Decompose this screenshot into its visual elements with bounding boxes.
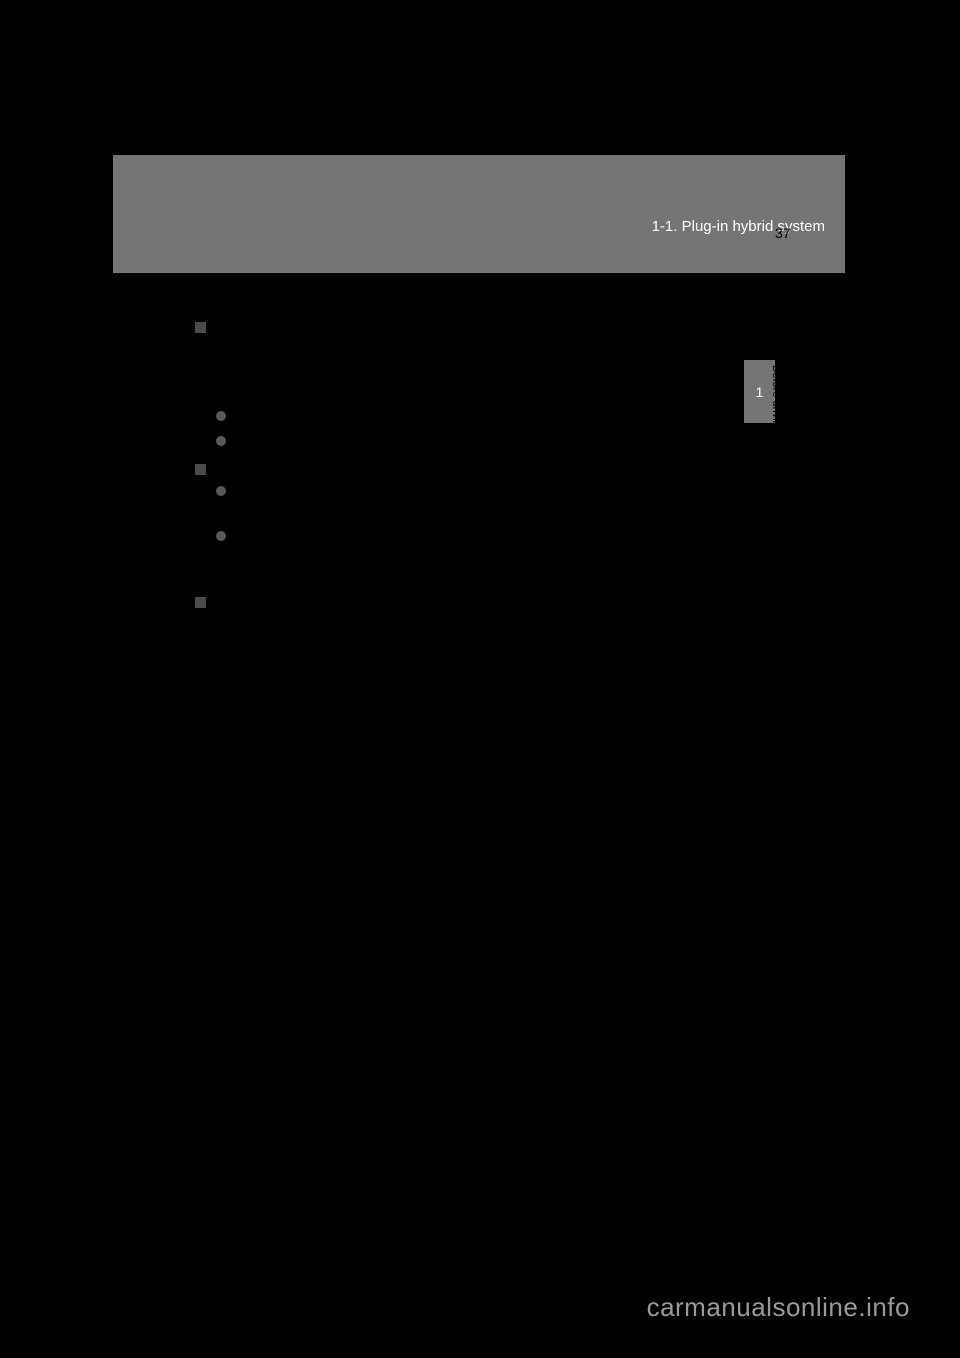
side-tab-label: Before driving (770, 365, 782, 433)
section-title: When in EV mode (216, 462, 329, 478)
square-bullet-icon (195, 597, 206, 608)
body-text: Fuel may remain in the tank for a long a… (216, 615, 750, 693)
bullet-text: When the heater is switched on etc. and … (236, 407, 706, 427)
square-bullet-icon (195, 464, 206, 475)
bullet-text: If the shift lever is in any position ot… (236, 482, 750, 521)
section-ev-mode: When in EV mode If the shift lever is in… (195, 462, 750, 586)
section-body: Fuel may remain in the tank for a long a… (216, 615, 750, 693)
body-text: When driving in EV mode, the gasoline en… (216, 340, 750, 399)
divider-line (195, 304, 745, 305)
section-title: Fuel remaining in the tank for a long am… (216, 595, 536, 611)
section-body: When driving in EV mode, the gasoline en… (216, 340, 750, 399)
section-header: Fuel remaining in the tank for a long am… (195, 595, 750, 611)
round-bullet-icon (216, 436, 226, 446)
bullet-item: If the shift lever is in any position ot… (216, 482, 750, 521)
bullet-item: When the heater is switched on etc. and … (216, 407, 750, 427)
section-header: When in EV mode (195, 462, 750, 478)
bullet-item: Driving is possible even when there is n… (216, 527, 750, 586)
round-bullet-icon (216, 486, 226, 496)
round-bullet-icon (216, 411, 226, 421)
page-number: 37 (775, 225, 791, 241)
divider (195, 300, 745, 302)
section-fuel-tank: Fuel remaining in the tank for a long am… (195, 595, 750, 693)
watermark: carmanualsonline.info (647, 1292, 910, 1323)
side-tab-number: 1 (756, 384, 764, 400)
bullet-item: When driving at high speeds or if the ac… (216, 432, 750, 452)
section-ev-conditions: Conditions in which the gasoline engine … (195, 320, 750, 452)
square-bullet-icon (195, 322, 206, 333)
content-area: Conditions in which the gasoline engine … (195, 300, 750, 703)
section-title: Conditions in which the gasoline engine … (216, 320, 622, 336)
bullet-text: Driving is possible even when there is n… (236, 527, 750, 586)
section-header: Conditions in which the gasoline engine … (195, 320, 750, 336)
bullets-container: When the heater is switched on etc. and … (216, 407, 750, 452)
round-bullet-icon (216, 531, 226, 541)
bullets-container: If the shift lever is in any position ot… (216, 482, 750, 586)
bullet-text: When driving at high speeds or if the ac… (236, 432, 677, 452)
breadcrumb: 1-1. Plug-in hybrid system (652, 218, 825, 235)
header-band: 1-1. Plug-in hybrid system (113, 155, 845, 273)
